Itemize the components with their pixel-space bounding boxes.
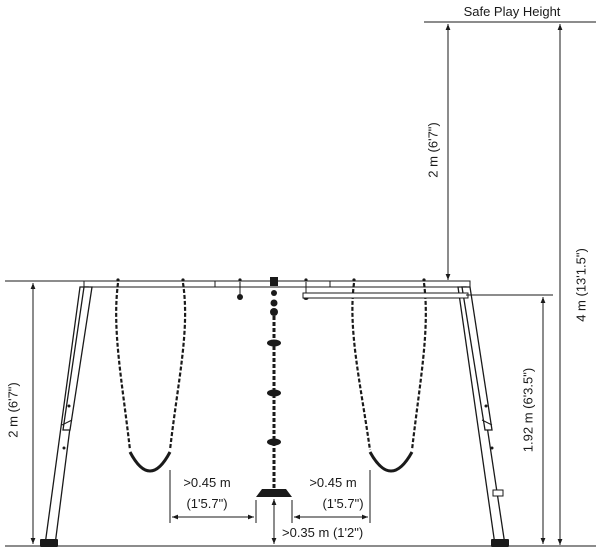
frame-height-label: 2 m (6'7") [5,382,20,438]
right-frame-legs [457,286,509,547]
left-gap-dimension [169,470,257,523]
safe-play-height-dimension [424,21,596,545]
beam-height-label: 1.92 m (6'3.5") [520,368,535,452]
right-swing-seat [368,451,414,473]
total-height-label: 4 m (13'1.5") [573,248,588,322]
ground-clearance-label: >0.35 m (1'2") [282,525,363,540]
right-gap-imperial: (1'5.7") [322,496,363,511]
right-swing [351,282,427,473]
safe-play-height-label: Safe Play Height [464,4,561,19]
safe-zone-above-label: 2 m (6'7") [425,122,440,178]
beam-height-dimension [466,294,553,544]
left-gap-metric: >0.45 m [183,475,230,490]
left-gap-imperial: (1'5.7") [186,496,227,511]
left-swing-seat [128,451,172,473]
right-gap-metric: >0.45 m [309,475,356,490]
left-swing [115,282,187,473]
top-beam [5,278,471,288]
left-frame-legs [40,286,93,547]
disc-rope-swing [256,277,292,497]
right-gap-dimension [291,470,371,523]
